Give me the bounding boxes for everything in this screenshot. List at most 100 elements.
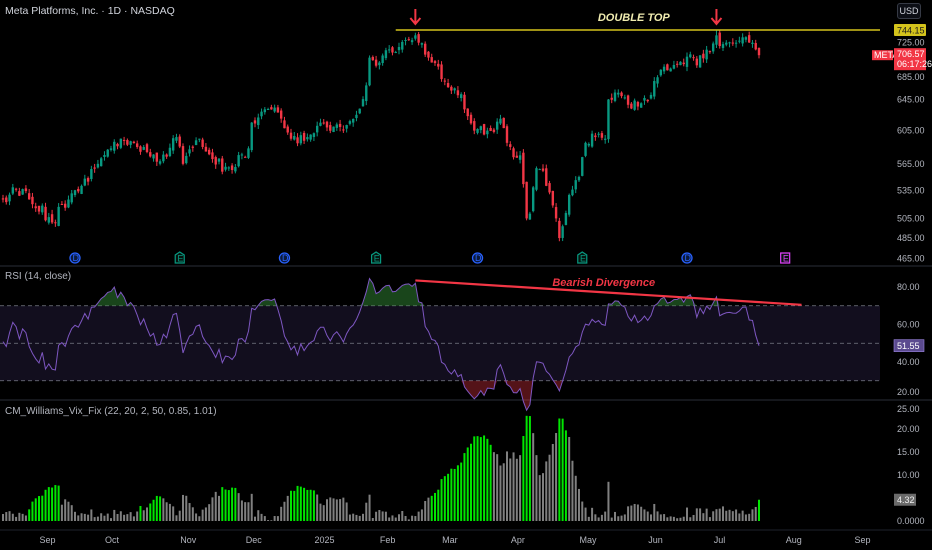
vix-bar: [735, 509, 738, 521]
candle-body: [198, 138, 201, 140]
vix-bar: [751, 509, 754, 521]
candle-body: [175, 137, 178, 141]
vix-bar-signal: [309, 489, 312, 521]
vix-bar: [211, 497, 214, 521]
candle-body: [329, 125, 332, 131]
vix-bar: [123, 514, 126, 521]
candle-body: [234, 166, 237, 172]
candle-body: [486, 130, 489, 135]
vix-bar: [201, 509, 204, 521]
vix-bar: [604, 511, 607, 521]
candle-body: [744, 37, 748, 40]
vix-bar-signal: [51, 487, 54, 521]
candle-body: [73, 190, 77, 196]
candle-body: [535, 168, 538, 190]
candle-body: [319, 122, 322, 126]
currency-button[interactable]: USD: [897, 3, 921, 19]
dividend-icon-glyph: D: [282, 253, 289, 263]
candle-body: [567, 194, 571, 215]
rsi-pane-title: RSI (14, close): [5, 271, 72, 282]
candle-body: [590, 133, 594, 147]
vix-bar: [5, 512, 8, 521]
vix-bar: [74, 511, 76, 521]
vix-bar-signal: [450, 468, 453, 521]
vix-bar: [607, 481, 610, 521]
vix-value-tag: [894, 493, 916, 506]
vix-bar: [375, 511, 378, 521]
vix-bar-signal: [155, 495, 158, 521]
vix-bar: [142, 510, 145, 521]
vix-bar-signal: [312, 490, 315, 521]
candle-body: [734, 42, 738, 44]
candle-body: [731, 42, 735, 44]
vix-bar: [551, 443, 554, 521]
candle-body: [600, 133, 604, 138]
vix-histogram: [2, 415, 760, 521]
candle-body: [387, 49, 391, 51]
rsi-tick-label: 40.00: [897, 357, 920, 367]
vix-bar: [666, 517, 669, 521]
vix-bar: [630, 505, 633, 521]
earnings-icon-glyph: E: [783, 254, 789, 264]
vix-bar: [93, 517, 96, 521]
candle-body: [27, 193, 31, 200]
price-tick-label: 565.00: [897, 159, 925, 169]
candle-body: [397, 47, 401, 51]
vix-bar: [345, 502, 348, 521]
candle-body: [708, 51, 712, 53]
candle-body: [57, 206, 60, 226]
vix-bar-signal: [227, 490, 230, 521]
vix-bar: [754, 506, 757, 521]
candle-body: [106, 149, 109, 157]
vix-bar-signal: [290, 490, 292, 521]
candle-body: [695, 58, 699, 66]
vix-bar: [77, 515, 80, 521]
vix-bar: [2, 513, 4, 521]
vix-bar: [499, 465, 502, 521]
vix-bar: [672, 516, 675, 521]
candle-body: [692, 57, 695, 59]
candle-body: [293, 135, 296, 140]
candles: [1, 30, 761, 242]
candle-body: [70, 193, 73, 203]
candle-body: [410, 40, 414, 43]
price-tick-label: 465.00: [897, 254, 925, 264]
vix-tick-label: 25.00: [897, 404, 920, 414]
candle-body: [757, 48, 761, 56]
candle-body: [1, 198, 5, 200]
candle-body: [401, 41, 404, 50]
vix-bar: [60, 504, 63, 521]
candle-body: [224, 166, 227, 170]
candle-body: [322, 122, 325, 124]
time-axis-label: 2025: [314, 535, 334, 545]
candle-body: [662, 66, 666, 72]
time-axis-label: Aug: [786, 535, 802, 545]
candle-body: [34, 206, 37, 209]
candle-body: [528, 213, 532, 220]
candle-body: [283, 120, 286, 129]
candle-body: [302, 132, 306, 141]
vix-bar: [420, 509, 423, 521]
candle-body: [518, 155, 522, 160]
candle-body: [54, 222, 57, 224]
candle-body: [639, 103, 643, 108]
vix-bar: [70, 505, 73, 521]
candle-body: [571, 189, 574, 196]
vix-bar: [591, 507, 594, 521]
vix-bar: [267, 520, 270, 521]
vix-bar-signal: [31, 501, 34, 521]
candle-body: [237, 155, 240, 167]
vix-bar: [113, 509, 116, 521]
vix-bar: [715, 509, 718, 521]
vix-bar: [103, 515, 106, 521]
candle-body: [8, 194, 11, 202]
vix-bar: [250, 493, 253, 521]
vix-tick-label: 10.00: [897, 470, 920, 480]
vix-bar: [335, 499, 338, 521]
vix-bar: [407, 519, 410, 521]
earnings-icon-glyph: E: [177, 254, 183, 264]
earnings-icon-glyph: E: [580, 254, 586, 264]
rsi-tick-label: 60.00: [897, 320, 920, 330]
vix-bar-signal: [38, 496, 40, 521]
